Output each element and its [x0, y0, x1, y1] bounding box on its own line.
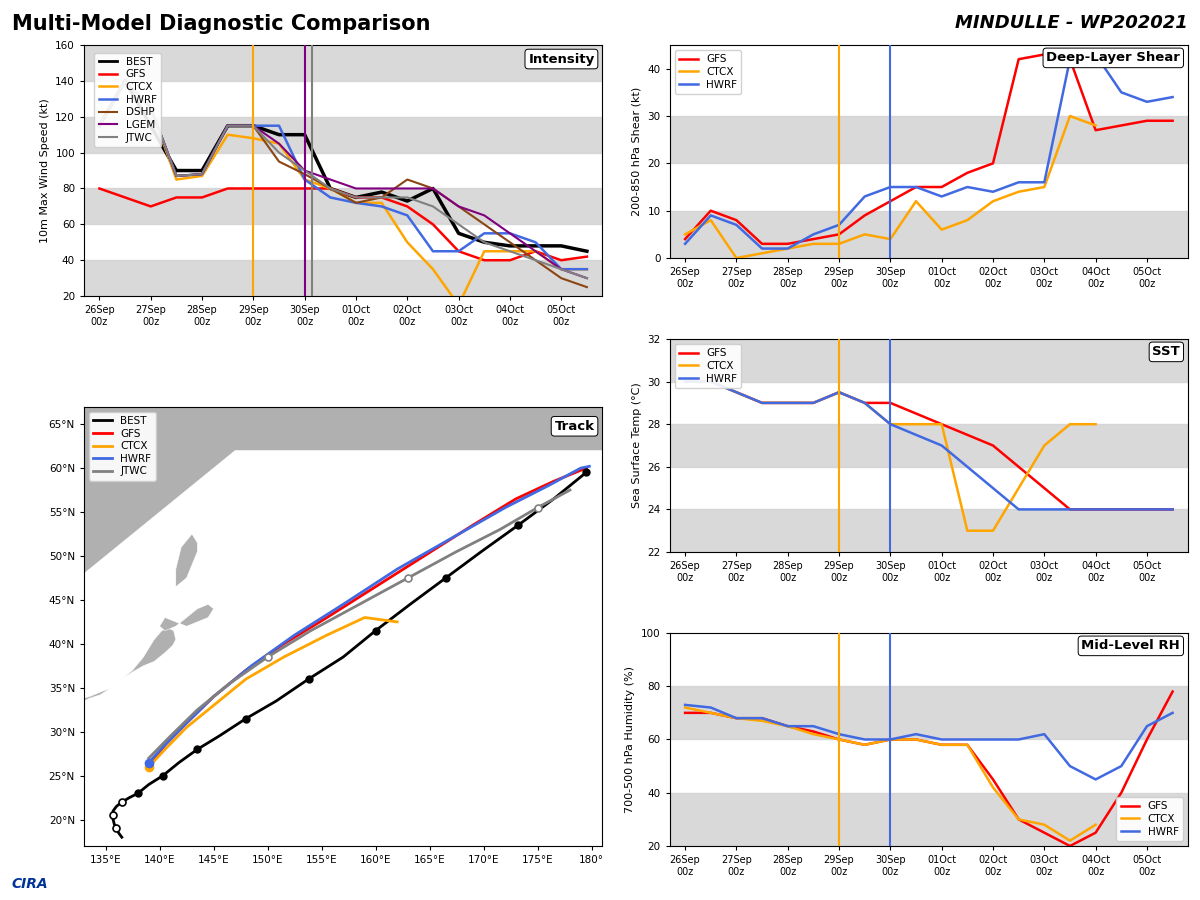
- Text: Intensity: Intensity: [528, 52, 594, 66]
- Legend: GFS, CTCX, HWRF: GFS, CTCX, HWRF: [674, 344, 742, 388]
- Text: Track: Track: [554, 419, 594, 433]
- Bar: [670, 116, 1188, 164]
- Legend: BEST, GFS, CTCX, HWRF, DSHP, LGEM, JTWC: BEST, GFS, CTCX, HWRF, DSHP, LGEM, JTWC: [95, 53, 161, 147]
- Bar: [84, 188, 602, 224]
- Y-axis label: Sea Surface Temp (°C): Sea Surface Temp (°C): [632, 382, 642, 508]
- Y-axis label: 700-500 hPa Humidity (%): 700-500 hPa Humidity (%): [625, 666, 636, 813]
- Polygon shape: [84, 407, 602, 573]
- Legend: GFS, CTCX, HWRF: GFS, CTCX, HWRF: [1116, 797, 1183, 841]
- Y-axis label: 10m Max Wind Speed (kt): 10m Max Wind Speed (kt): [40, 98, 49, 243]
- Bar: [670, 793, 1188, 846]
- Bar: [670, 339, 1188, 382]
- Text: Multi-Model Diagnostic Comparison: Multi-Model Diagnostic Comparison: [12, 14, 431, 33]
- Bar: [670, 424, 1188, 467]
- Text: Deep-Layer Shear: Deep-Layer Shear: [1046, 51, 1181, 65]
- Polygon shape: [160, 604, 214, 631]
- Polygon shape: [0, 526, 84, 846]
- Bar: [670, 211, 1188, 258]
- Bar: [670, 686, 1188, 740]
- Bar: [84, 117, 602, 153]
- Bar: [84, 45, 602, 81]
- Y-axis label: 200-850 hPa Shear (kt): 200-850 hPa Shear (kt): [632, 87, 642, 216]
- Text: CIRA: CIRA: [12, 877, 49, 891]
- Bar: [670, 509, 1188, 552]
- Bar: [84, 260, 602, 296]
- Legend: BEST, GFS, CTCX, HWRF, JTWC: BEST, GFS, CTCX, HWRF, JTWC: [89, 412, 156, 481]
- Polygon shape: [52, 698, 73, 718]
- Text: SST: SST: [1152, 346, 1181, 358]
- Text: MINDULLE - WP202021: MINDULLE - WP202021: [955, 14, 1188, 32]
- Legend: GFS, CTCX, HWRF: GFS, CTCX, HWRF: [674, 50, 742, 94]
- Polygon shape: [4, 657, 47, 697]
- Text: Mid-Level RH: Mid-Level RH: [1081, 639, 1181, 652]
- Polygon shape: [52, 628, 175, 706]
- Polygon shape: [175, 534, 197, 587]
